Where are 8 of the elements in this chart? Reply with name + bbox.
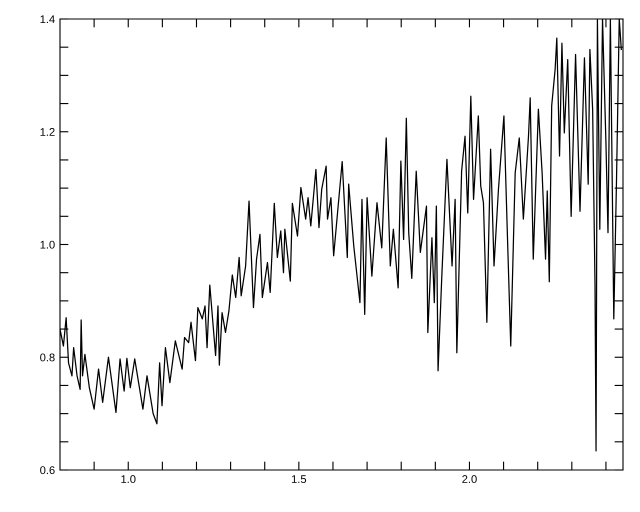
y-tick-label: 1.2 bbox=[40, 128, 55, 136]
y-tick-label: 1.4 bbox=[40, 15, 55, 24]
y-tick-label: 0.8 bbox=[40, 354, 55, 362]
x-tick-label: 1.0 bbox=[121, 475, 136, 484]
x-tick-label: 1.5 bbox=[292, 475, 306, 484]
y-tick-label: 1.0 bbox=[40, 240, 55, 249]
y-tick-label: 0.6 bbox=[40, 466, 55, 474]
x-tick-label: 2.0 bbox=[462, 475, 477, 484]
